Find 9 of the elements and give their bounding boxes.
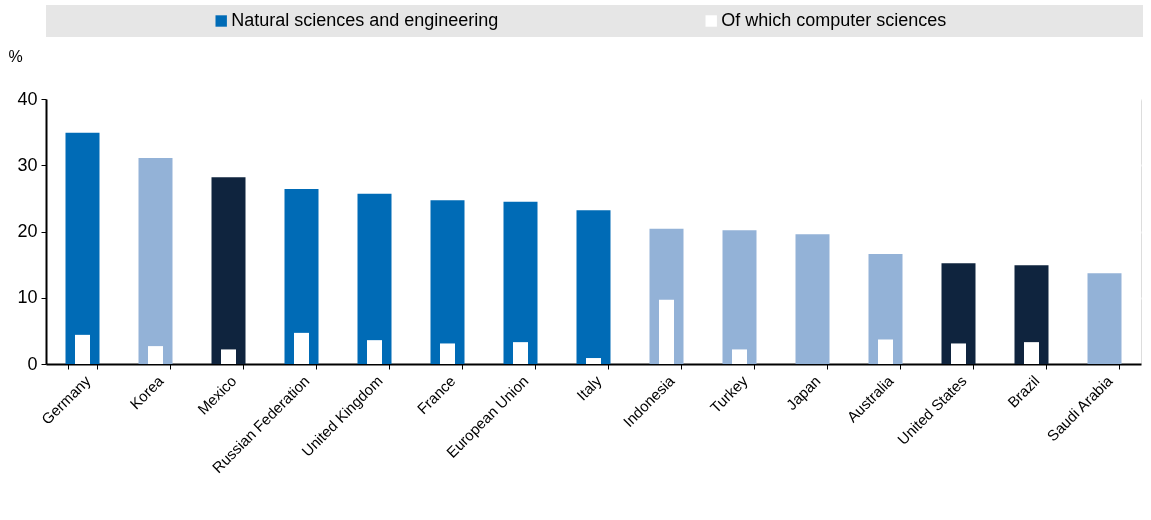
legend-label: Of which computer sciences [721, 10, 947, 30]
y-tick-label: 0 [27, 353, 38, 374]
y-tick-label: 10 [17, 287, 38, 308]
x-tick-label: Italy [573, 371, 605, 404]
y-tick-label: 20 [17, 221, 38, 241]
y-axis-title: % [8, 47, 23, 65]
y-tick-label: 40 [17, 88, 38, 109]
legend-label: Natural sciences and engineering [231, 10, 499, 30]
y-tick-label: 30 [17, 154, 38, 175]
